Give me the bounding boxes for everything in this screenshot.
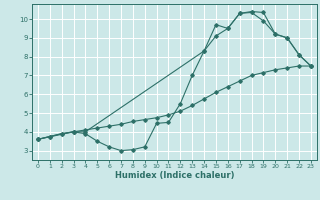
X-axis label: Humidex (Indice chaleur): Humidex (Indice chaleur) [115, 171, 234, 180]
